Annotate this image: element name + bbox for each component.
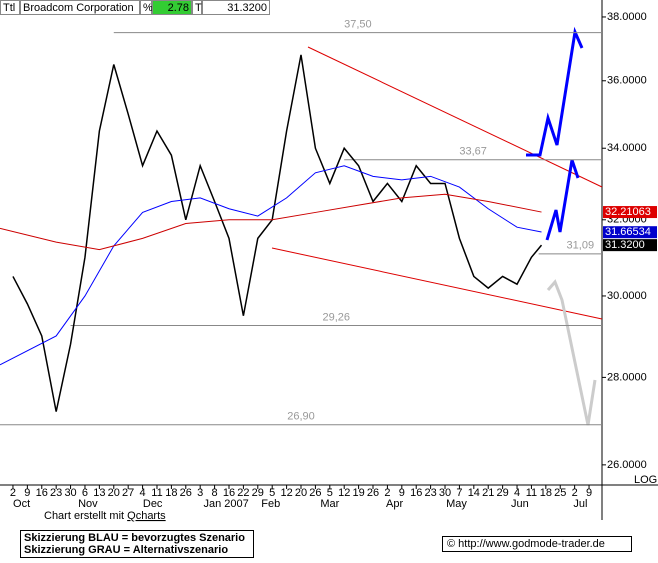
trend-line	[307, 46, 603, 188]
header-pct: 2.78	[152, 0, 192, 15]
header-t-label: T	[192, 0, 202, 15]
x-tick-label: 20	[295, 487, 307, 499]
price-line	[0, 165, 542, 366]
y-tick-label: 36.0000	[607, 75, 647, 87]
level-label: 31,09	[567, 240, 595, 252]
month-label: Jan 2007	[203, 498, 248, 510]
x-tick-label: 26	[309, 487, 321, 499]
last-box	[603, 226, 657, 239]
x-tick-label: 4	[140, 487, 146, 499]
x-tick-label: 12	[338, 487, 350, 499]
x-tick-label: 6	[82, 487, 88, 499]
x-tick-label: 5	[327, 487, 333, 499]
credit-link[interactable]: Qcharts	[127, 510, 166, 522]
credit-text: Chart erstellt mit	[44, 510, 127, 522]
x-tick-label: 16	[223, 487, 235, 499]
y-tick-label: 34.0000	[607, 142, 647, 154]
y-tick-label: 26.0000	[607, 459, 647, 471]
legend-box: Skizzierung BLAU = bevorzugtes Szenario …	[20, 530, 254, 558]
x-tick-label: 29	[252, 487, 264, 499]
x-tick-label: 12	[280, 487, 292, 499]
x-tick-label: 13	[93, 487, 105, 499]
x-tick-label: 3	[197, 487, 203, 499]
x-tick-label: 27	[122, 487, 134, 499]
x-tick-label: 19	[352, 487, 364, 499]
x-tick-label: 4	[514, 487, 520, 499]
month-label: Oct	[13, 498, 30, 510]
x-tick-label: 26	[367, 487, 379, 499]
x-tick-label: 7	[456, 487, 462, 499]
x-tick-label: 11	[526, 487, 537, 499]
x-tick-label: 16	[410, 487, 422, 499]
month-label: Nov	[78, 498, 98, 510]
month-label: Feb	[261, 498, 280, 510]
header-name: Broadcom Corporation	[20, 0, 140, 15]
x-tick-label: 29	[497, 487, 509, 499]
last-label: 32.21063	[605, 206, 651, 218]
level-label: 37,50	[344, 18, 372, 30]
month-label: May	[446, 498, 467, 510]
level-label: 29,26	[323, 311, 351, 323]
x-tick-label: 30	[439, 487, 451, 499]
scenario-blue	[545, 159, 580, 241]
y-tick-label: 38.0000	[607, 11, 647, 23]
x-tick-label: 16	[36, 487, 48, 499]
x-tick-label: 18	[165, 487, 177, 499]
price-line	[0, 193, 542, 251]
price-line	[12, 54, 543, 412]
month-label: Apr	[386, 498, 403, 510]
month-label: Mar	[320, 498, 339, 510]
x-tick-label: 2	[384, 487, 390, 499]
y-axis-label: LOG	[634, 474, 657, 486]
level-label: 26,90	[287, 411, 315, 423]
last-label: 31.66534	[605, 226, 651, 238]
x-tick-label: 23	[50, 487, 62, 499]
x-tick-label: 25	[554, 487, 566, 499]
x-tick-label: 26	[180, 487, 192, 499]
header-last: 31.3200	[202, 0, 270, 15]
legend-gray: Skizzierung GRAU = Alternativszenario	[24, 544, 229, 556]
legend-blue: Skizzierung BLAU = bevorzugtes Szenario	[24, 532, 245, 544]
x-tick-label: 2	[10, 487, 16, 499]
x-tick-label: 21	[482, 487, 494, 499]
header-pct-label: %	[140, 0, 153, 15]
header-ticker: Ttl	[0, 0, 20, 15]
level-label: 33,67	[459, 146, 487, 158]
site[interactable]: © http://www.godmode-trader.de	[442, 536, 632, 552]
x-tick-label: 8	[212, 487, 218, 499]
scenario-gray	[546, 279, 597, 426]
x-tick-label: 9	[399, 487, 405, 499]
x-tick-label: 5	[269, 487, 275, 499]
x-tick-label: 18	[540, 487, 552, 499]
y-tick-label: 28.0000	[607, 371, 647, 383]
last-label: 31.3200	[605, 239, 645, 251]
x-tick-label: 9	[24, 487, 30, 499]
month-label: Jul	[573, 498, 587, 510]
x-tick-label: 30	[64, 487, 76, 499]
x-tick-label: 23	[424, 487, 436, 499]
credit: Chart erstellt mit Qcharts	[44, 510, 166, 522]
x-tick-label: 14	[468, 487, 480, 499]
trend-line	[271, 247, 603, 320]
last-box	[603, 239, 657, 252]
x-tick-label: 22	[237, 487, 249, 499]
last-box	[603, 206, 657, 219]
month-label: Jun	[511, 498, 529, 510]
x-tick-label: 20	[108, 487, 120, 499]
scenario-blue	[526, 26, 584, 157]
month-label: Dec	[143, 498, 163, 510]
y-tick-label: 30.0000	[607, 290, 647, 302]
x-tick-label: 9	[586, 487, 592, 499]
x-tick-label: 2	[572, 487, 578, 499]
x-tick-label: 11	[151, 487, 162, 499]
